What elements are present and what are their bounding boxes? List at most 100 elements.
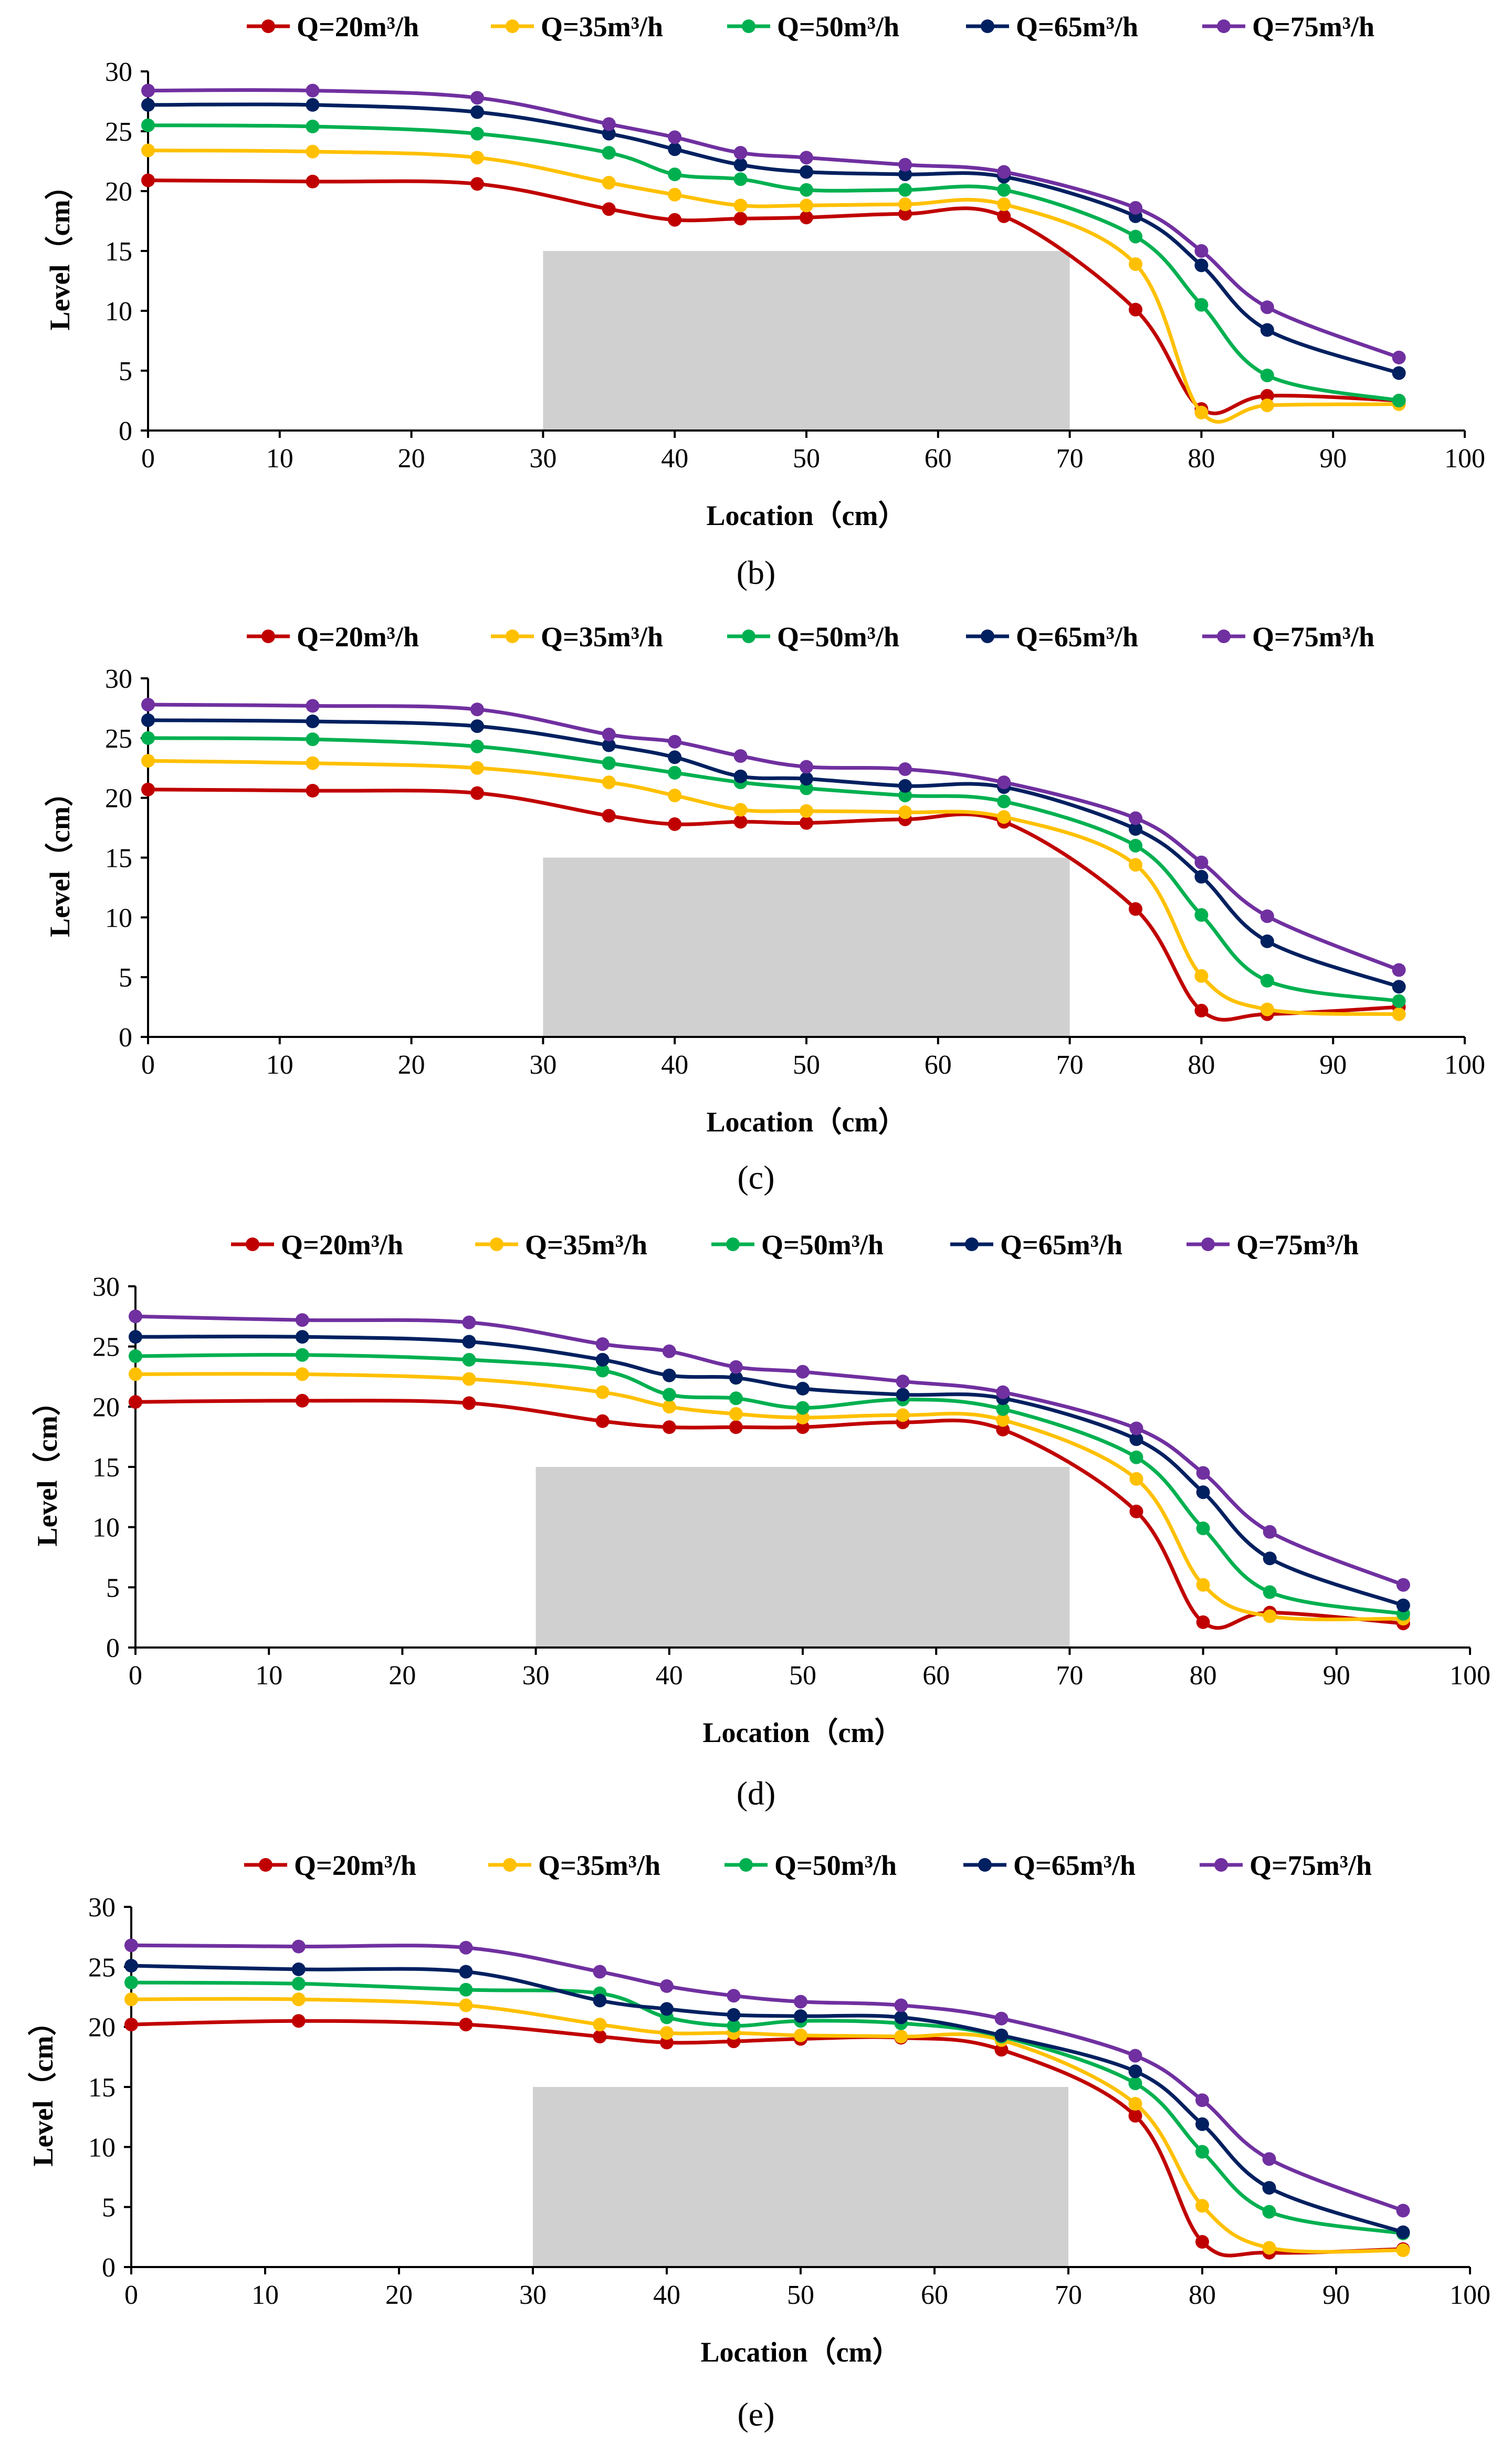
x-tick-label: 40 [661,1050,688,1080]
data-point [291,1939,306,1954]
data-point [1195,2235,1209,2249]
panel-label: (c) [737,1159,774,1196]
y-tick-label: 15 [88,2073,116,2103]
legend-label: Q=20m³/h [297,621,419,653]
data-point [1129,302,1142,317]
legend-label: Q=35m³/h [541,621,663,653]
data-point [1262,2205,1276,2219]
data-point [1396,2243,1410,2257]
panel-label: (d) [737,1775,776,1812]
data-point [459,1998,473,2012]
data-point [595,1363,610,1378]
data-point [462,1372,476,1386]
data-point [668,789,682,803]
data-point [124,1976,138,1990]
data-point [668,765,682,780]
y-tick-label: 10 [92,1513,120,1543]
legend-label: Q=50m³/h [777,11,899,43]
x-tick-label: 10 [251,2280,279,2310]
data-point [470,127,484,141]
data-point [141,118,155,132]
x-axis-title: Location（cm） [701,2336,901,2368]
legend-swatch-marker [490,1237,503,1251]
y-tick-label: 20 [105,784,132,814]
data-point [602,775,616,790]
legend-label: Q=20m³/h [294,1850,416,1881]
data-point [997,165,1011,179]
data-point [997,209,1011,223]
chart-panel: 0 5 10 15 20 25 30 0 10 20 30 40 50 60 70 80 90 100 Locati… [32,1229,1490,1812]
obstacle-block [533,2087,1068,2267]
data-point [129,1395,142,1409]
data-point [733,146,748,160]
data-point [1396,1578,1410,1592]
data-point [898,779,912,793]
data-point [1260,909,1274,924]
data-point [129,1309,142,1324]
data-point [295,1330,309,1344]
data-point [141,698,155,712]
x-tick-label: 100 [1450,1661,1490,1691]
y-tick-label: 20 [105,177,132,207]
data-point [306,715,320,728]
y-tick-label: 30 [105,57,132,87]
y-tick-label: 10 [88,2133,116,2163]
y-tick-label: 15 [92,1453,120,1483]
data-point [662,1420,676,1434]
x-tick-label: 60 [922,1661,950,1691]
data-point [1128,2108,1142,2123]
y-tick-label: 0 [119,416,132,446]
y-tick-label: 20 [92,1392,120,1422]
data-point [141,713,155,727]
data-point [1195,2199,1209,2213]
y-tick-label: 20 [88,2013,116,2043]
x-tick-label: 20 [398,444,425,474]
data-point [733,769,748,783]
y-axis-title: Level（cm） [44,172,76,331]
x-tick-label: 80 [1189,2280,1216,2310]
data-point [800,760,813,774]
x-tick-label: 30 [529,444,556,474]
data-point [796,1411,810,1424]
data-point [462,1335,476,1349]
data-point [1392,394,1406,407]
data-point [1196,1485,1210,1499]
data-point [141,754,155,768]
x-tick-label: 70 [1056,1661,1083,1691]
x-tick-label: 50 [789,1661,816,1691]
data-point [462,1396,476,1410]
y-tick-label: 5 [119,356,132,386]
legend-label: Q=75m³/h [1252,11,1374,43]
legend-label: Q=75m³/h [1236,1229,1359,1261]
data-point [1129,858,1142,872]
data-point [291,1977,306,1991]
data-point [470,91,484,105]
data-point [1392,963,1406,977]
data-point [1194,405,1209,419]
data-point [1129,257,1142,271]
x-tick-label: 100 [1444,444,1485,474]
x-tick-label: 50 [787,2280,814,2310]
x-tick-label: 90 [1319,1050,1347,1080]
data-point [306,784,320,798]
data-point [662,1368,676,1382]
data-point [796,1420,810,1434]
data-point [1195,2117,1209,2131]
x-tick-label: 10 [255,1661,282,1691]
legend-label: Q=75m³/h [1250,1850,1372,1881]
legend-swatch-marker [742,630,755,643]
data-point [668,130,682,144]
data-point [729,1371,743,1385]
data-point [1129,1450,1143,1464]
data-point [141,173,155,187]
data-point [602,146,616,160]
data-point [124,1992,138,2007]
x-tick-label: 10 [266,444,293,474]
data-point [668,750,682,764]
data-point [668,167,682,182]
x-tick-label: 0 [141,444,155,474]
data-point [593,2018,607,2032]
y-tick-label: 30 [105,664,132,694]
data-point [593,1994,607,2008]
